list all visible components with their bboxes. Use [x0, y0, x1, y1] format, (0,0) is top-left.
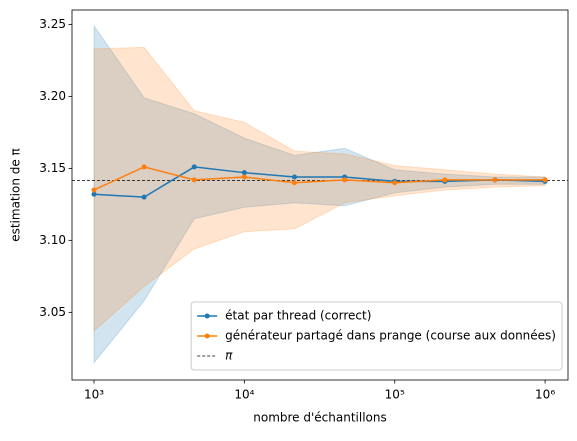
data-point [191, 177, 197, 183]
data-point [141, 164, 147, 170]
x-tick-label: 10³ [84, 388, 104, 402]
y-tick-label: 3.10 [39, 233, 66, 247]
legend-label: générateur partagé dans prange (course a… [225, 329, 556, 343]
data-point [291, 174, 297, 180]
legend-box [190, 301, 563, 371]
y-axis-label: estimation de π [9, 148, 23, 242]
x-tick-label: 10⁵ [385, 388, 405, 402]
data-point [191, 164, 197, 170]
legend-label: π [225, 349, 233, 363]
y-tick-label: 3.05 [39, 305, 66, 319]
data-point [392, 180, 398, 186]
y-tick-label: 3.20 [39, 89, 66, 103]
data-point [141, 194, 147, 200]
confidence-band [93, 24, 546, 365]
x-tick-label: 10⁴ [234, 388, 254, 402]
data-point [542, 177, 548, 183]
data-point [492, 177, 498, 183]
data-point [342, 177, 348, 183]
data-point [241, 170, 247, 176]
series-line [93, 166, 546, 191]
x-tick-label: 10⁶ [535, 388, 555, 402]
plot-frame [71, 9, 569, 381]
x-axis-label: nombre d'échantillons [253, 411, 387, 425]
data-point [91, 187, 97, 193]
data-point [442, 177, 448, 183]
y-tick-label: 3.25 [39, 17, 66, 31]
data-point [91, 191, 97, 197]
data-point [291, 180, 297, 186]
legend: état par thread (correct) générateur part… [190, 301, 563, 371]
legend-marker [204, 333, 210, 339]
confidence-band [93, 46, 546, 333]
legend-marker [204, 313, 210, 319]
data-point [241, 174, 247, 180]
y-tick-label: 3.15 [39, 161, 66, 175]
legend-label: état par thread (correct) [225, 309, 371, 323]
